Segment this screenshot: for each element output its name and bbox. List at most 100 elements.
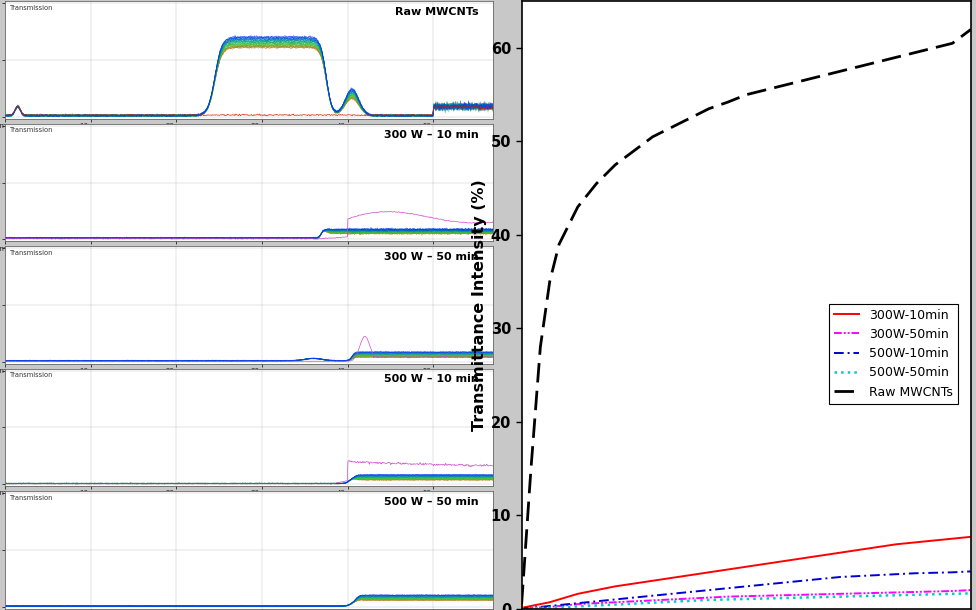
500W-10min [525,604,537,610]
500W-50min [666,598,677,606]
300W-50min [544,603,555,610]
Raw MWCNTs [562,222,574,229]
Raw MWCNTs [544,278,555,285]
500W-50min [778,594,790,601]
300W-50min [647,597,659,604]
300W-50min [515,605,527,610]
Line: 500W-10min: 500W-10min [521,572,971,608]
300W-50min [890,589,902,596]
Raw MWCNTs [572,203,584,210]
300W-10min [947,535,958,542]
500W-10min [666,590,677,597]
300W-10min [647,577,659,584]
300W-10min [909,539,920,546]
Raw MWCNTs [703,105,714,112]
500W-50min [525,605,537,610]
500W-10min [872,572,883,579]
300W-10min [544,598,555,606]
500W-50min [796,594,808,601]
Raw MWCNTs [815,73,827,80]
Raw MWCNTs [629,147,640,154]
300W-50min [759,592,771,600]
300W-10min [535,600,547,608]
300W-10min [666,574,677,581]
300W-10min [815,552,827,559]
Raw MWCNTs [515,600,527,608]
500W-50min [684,597,696,605]
500W-50min [722,596,734,603]
300W-50min [629,598,640,605]
Raw MWCNTs [535,343,547,351]
500W-10min [629,594,640,601]
500W-50min [544,604,555,610]
Raw MWCNTs [609,161,621,168]
300W-50min [796,591,808,598]
500W-10min [590,598,602,605]
Raw MWCNTs [890,54,902,61]
Text: Transmission: Transmission [10,249,53,256]
300W-50min [684,595,696,602]
500W-10min [722,584,734,592]
500W-10min [890,570,902,578]
300W-50min [928,588,940,595]
Line: 300W-50min: 300W-50min [521,590,971,608]
Text: Transmission: Transmission [10,495,53,501]
Line: 500W-50min: 500W-50min [521,594,971,609]
Raw MWCNTs [590,180,602,187]
500W-50min [853,592,865,600]
500W-10min [778,579,790,586]
Raw MWCNTs [684,115,696,122]
Text: Transmission: Transmission [10,127,53,133]
500W-50min [834,593,846,600]
300W-50min [572,600,584,608]
300W-50min [562,601,574,609]
300W-50min [722,593,734,600]
300W-10min [778,558,790,565]
500W-10min [947,569,958,576]
Raw MWCNTs [666,124,677,131]
300W-10min [834,549,846,556]
300W-50min [703,594,714,601]
500W-50min [928,590,940,598]
Raw MWCNTs [909,49,920,56]
500W-50min [553,604,565,610]
500W-10min [684,588,696,595]
Text: 300 W – 50 min: 300 W – 50 min [385,252,479,262]
300W-50min [609,598,621,606]
Raw MWCNTs [853,63,865,70]
500W-10min [965,568,976,575]
500W-50min [515,605,527,610]
300W-10min [684,572,696,579]
300W-50min [525,604,537,610]
300W-10min [562,593,574,600]
Raw MWCNTs [834,68,846,75]
Line: Raw MWCNTs: Raw MWCNTs [521,29,971,604]
300W-10min [572,590,584,597]
300W-10min [722,566,734,573]
500W-10min [562,600,574,608]
Text: 300 W – 10 min: 300 W – 10 min [385,129,479,140]
Text: Transmission: Transmission [10,372,53,378]
500W-10min [572,600,584,607]
Line: 300W-10min: 300W-10min [521,537,971,608]
500W-50min [759,595,771,602]
500W-50min [741,595,752,603]
Raw MWCNTs [947,40,958,47]
Raw MWCNTs [759,87,771,94]
500W-50min [535,605,547,610]
300W-10min [853,546,865,553]
500W-10min [703,586,714,594]
Text: Transmission: Transmission [10,5,53,11]
300W-10min [890,540,902,548]
500W-10min [796,577,808,584]
Raw MWCNTs [722,98,734,106]
Raw MWCNTs [778,82,790,89]
500W-10min [853,572,865,580]
Legend: 300W-10min, 300W-50min, 500W-10min, 500W-50min, Raw MWCNTs: 300W-10min, 300W-50min, 500W-10min, 500W… [830,304,958,404]
500W-10min [535,603,547,610]
300W-50min [815,590,827,598]
500W-50min [909,591,920,598]
500W-10min [741,583,752,590]
300W-10min [525,602,537,609]
Raw MWCNTs [647,133,659,140]
